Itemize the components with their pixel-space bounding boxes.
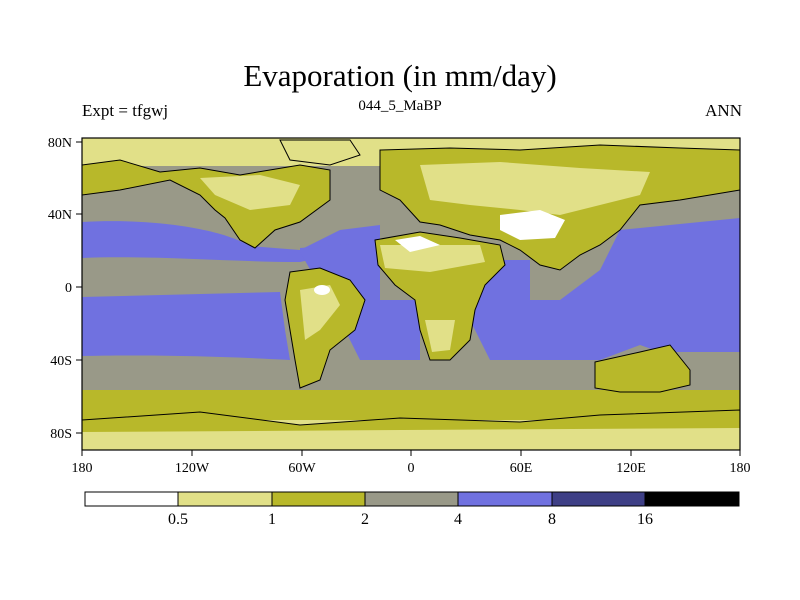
colorbar-box-6: [644, 491, 740, 507]
lon-tick-marks: [81, 450, 741, 456]
pacific-high: [82, 292, 290, 360]
colorbar-box-3: [364, 491, 459, 507]
lat-tick-label: 80N: [48, 136, 72, 151]
lon-tick-label: 60W: [288, 461, 316, 476]
tibet-very-low: [500, 210, 565, 240]
lon-tick-label: 180: [72, 461, 93, 476]
colorbar-label: 2: [361, 511, 369, 528]
season-label: ANN: [705, 101, 742, 120]
map-panel: [81, 137, 741, 451]
time-label: 044_5_MaBP: [358, 98, 442, 114]
lon-tick-label: 120E: [616, 461, 646, 476]
sahara-low: [380, 245, 485, 272]
colorbar-label: 0.5: [168, 511, 188, 528]
colorbar-box-1: [177, 491, 273, 507]
experiment-label: Expt = tfgwj: [82, 101, 169, 120]
eurasia-low: [420, 162, 650, 215]
colorbar: 0.5 1 2 4 8 16: [84, 491, 740, 528]
south-africa-low: [425, 320, 455, 352]
south-america-low: [300, 285, 340, 340]
lat-tick-label: 40N: [48, 208, 72, 223]
greenland: [279, 139, 361, 166]
colorbar-label: 8: [548, 511, 556, 528]
map-title: Evaporation (in mm/day): [243, 58, 557, 93]
lat-tick-label: 80S: [50, 427, 72, 442]
colorbar-box-0: [84, 491, 179, 507]
lat-tick-label: 40S: [50, 354, 72, 369]
colorbar-box-2: [271, 491, 366, 507]
colorbar-label: 1: [268, 511, 276, 528]
lon-tick-label: 60E: [510, 461, 533, 476]
sahara-very-low: [395, 236, 440, 252]
lat-tick-marks: [76, 141, 82, 434]
colorbar-label: 16: [637, 511, 653, 528]
colorbar-box-5: [551, 491, 646, 507]
antarctica-low: [82, 428, 740, 450]
colorbar-box-4: [457, 491, 553, 507]
lon-tick-label: 120W: [175, 461, 210, 476]
australia: [594, 344, 691, 393]
lon-tick-label: 180: [730, 461, 751, 476]
south-america-very-low: [314, 285, 330, 295]
lat-tick-label: 0: [65, 281, 72, 296]
colorbar-label: 4: [454, 511, 462, 528]
lon-tick-label: 0: [408, 461, 415, 476]
north-america-low: [200, 175, 300, 210]
indian-pacific-high: [470, 218, 740, 360]
